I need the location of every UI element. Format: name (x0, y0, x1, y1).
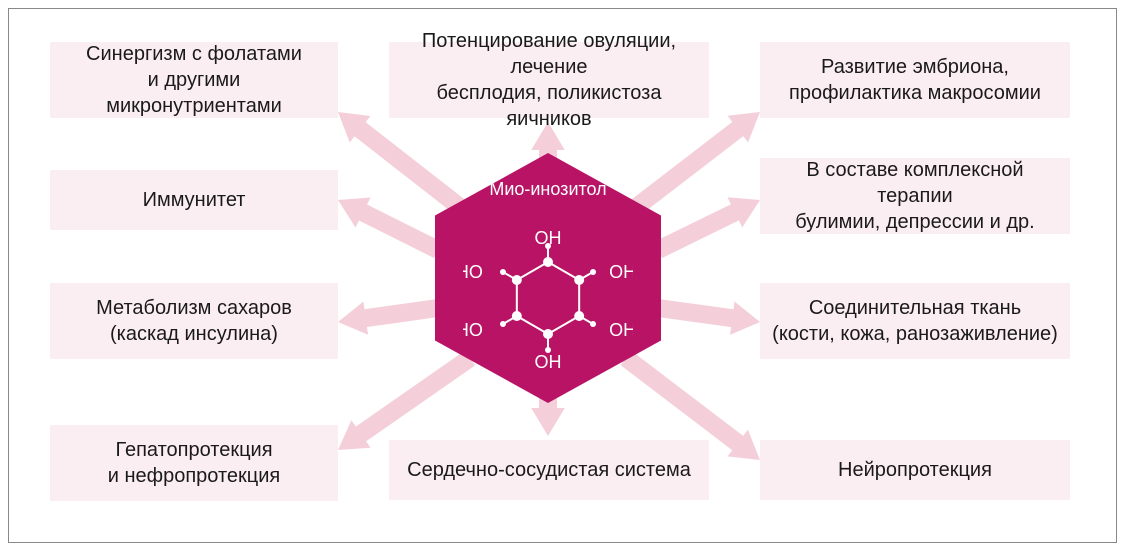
box-text: Нейропротекция (838, 457, 992, 483)
box-text: Иммунитет (143, 187, 246, 213)
box-text: Метаболизм сахаров (каскад инсулина) (96, 295, 292, 347)
box-text: В составе комплексной терапии булимии, д… (772, 157, 1058, 235)
svg-text:HO: HO (463, 320, 483, 340)
box-text: Потенцирование овуляции, лечение бесплод… (401, 28, 697, 132)
svg-text:OH: OH (609, 320, 633, 340)
svg-text:OH: OH (535, 228, 562, 248)
box-ovulation: Потенцирование овуляции, лечение бесплод… (389, 42, 709, 118)
box-text: Синергизм с фолатами и другими микронутр… (62, 41, 326, 119)
svg-text:OH: OH (535, 352, 562, 368)
center-label: Мио-инозитол (435, 179, 661, 200)
box-cardio: Сердечно-сосудистая система (389, 440, 709, 500)
box-bulimia: В составе комплексной терапии булимии, д… (760, 158, 1070, 234)
box-neuro: Нейропротекция (760, 440, 1070, 500)
box-hepato: Гепатопротекция и нефропротекция (50, 425, 338, 501)
box-text: Развитие эмбриона, профилактика макросом… (789, 54, 1041, 106)
molecule-structure: OH OH OH OH HO HO (463, 218, 633, 368)
box-immunity: Иммунитет (50, 170, 338, 230)
box-text: Соединительная ткань (кости, кожа, раноз… (772, 295, 1058, 347)
box-text: Сердечно-сосудистая система (407, 457, 691, 483)
box-synergy: Синергизм с фолатами и другими микронутр… (50, 42, 338, 118)
box-connective: Соединительная ткань (кости, кожа, раноз… (760, 283, 1070, 359)
box-sugar: Метаболизм сахаров (каскад инсулина) (50, 283, 338, 359)
center-hexagon: Мио-инозитол OH OH OH OH HO HO (435, 153, 661, 403)
svg-text:HO: HO (463, 262, 483, 282)
box-text: Гепатопротекция и нефропротекция (108, 437, 281, 489)
box-embryo: Развитие эмбриона, профилактика макросом… (760, 42, 1070, 118)
svg-text:OH: OH (609, 262, 633, 282)
